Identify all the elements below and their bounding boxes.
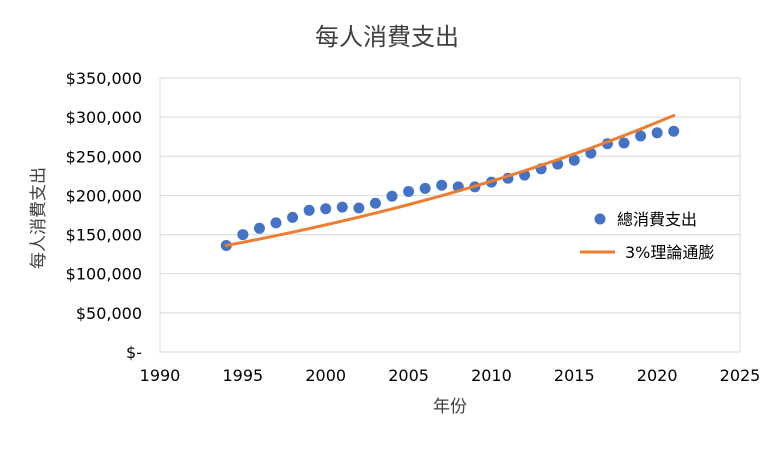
data-point: [270, 217, 282, 229]
y-tick-label: $50,000: [76, 304, 142, 323]
data-point: [568, 154, 580, 166]
y-tick-label: $250,000: [66, 147, 142, 166]
data-point: [668, 125, 680, 137]
y-tick-label: $300,000: [66, 108, 142, 127]
data-point: [436, 179, 448, 191]
data-point: [237, 229, 249, 241]
x-tick-label: 2000: [305, 366, 346, 385]
x-tick-label: 1990: [140, 366, 181, 385]
data-point: [403, 186, 415, 198]
x-axis-title: 年份: [433, 397, 467, 417]
series-line-2: [224, 114, 676, 248]
legend-label-series-1: 總消費支出: [617, 210, 697, 229]
data-point: [353, 202, 365, 214]
y-tick-label: $-: [126, 343, 142, 362]
data-point: [336, 201, 348, 213]
x-tick-label: 2015: [554, 366, 595, 385]
data-point: [651, 127, 663, 139]
data-point: [253, 222, 265, 234]
y-tick-label: $200,000: [66, 186, 142, 205]
data-point: [419, 182, 431, 194]
x-tick-label: 2010: [471, 366, 512, 385]
data-point: [618, 137, 630, 149]
plot-area-border: [159, 77, 741, 353]
data-point: [635, 130, 647, 142]
legend-label-series-2: 3%理論通膨: [625, 243, 714, 262]
legend: 總消費支出 3%理論通膨: [580, 210, 714, 262]
series-layer: [220, 114, 680, 252]
x-tick-label: 2020: [637, 366, 678, 385]
data-point: [369, 197, 381, 209]
data-point: [287, 211, 299, 223]
y-tick-label: $150,000: [66, 226, 142, 245]
data-point: [386, 190, 398, 202]
y-tick-label: $100,000: [66, 265, 142, 284]
y-axis-ticks: $- $50,000 $100,000 $150,000 $200,000 $250,00…: [66, 69, 142, 362]
x-tick-label: 1995: [222, 366, 263, 385]
y-axis-title: 每人消費支出: [29, 167, 49, 269]
data-point: [320, 203, 332, 215]
chart-title: 每人消費支出: [315, 23, 459, 51]
x-tick-label: 2005: [388, 366, 429, 385]
x-axis-ticks: 1990 1995 2000 2005 2010 2015 2020 2025: [140, 366, 761, 385]
x-tick-label: 2025: [720, 366, 761, 385]
data-point: [303, 204, 315, 216]
y-tick-label: $350,000: [66, 69, 142, 88]
legend-marker-series-1: [594, 213, 606, 225]
